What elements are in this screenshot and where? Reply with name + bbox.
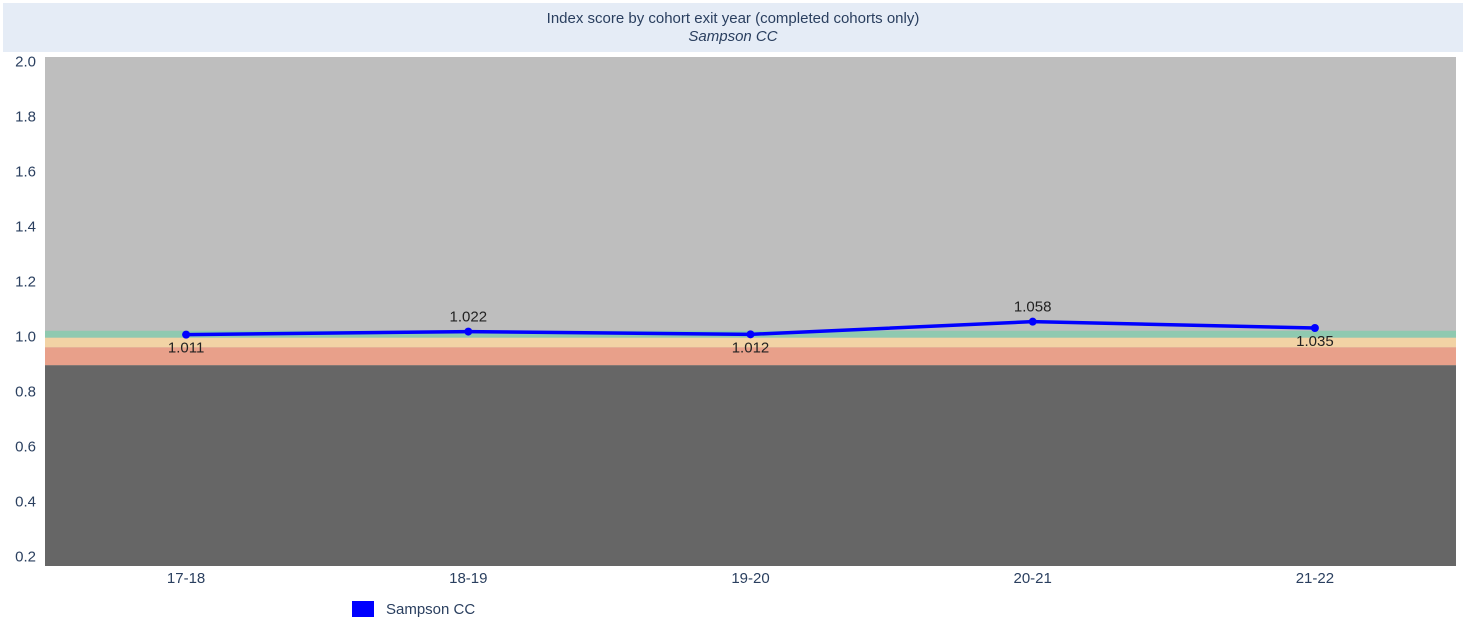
- y-tick-label: 0.2: [15, 549, 36, 566]
- data-label: 1.012: [732, 339, 770, 356]
- data-label: 1.058: [1014, 299, 1052, 316]
- legend-swatch: [352, 601, 374, 617]
- marker: [464, 327, 473, 336]
- data-label: 1.035: [1296, 333, 1334, 350]
- title-bar: [3, 3, 1463, 52]
- y-tick-label: 1.6: [15, 164, 36, 181]
- y-tick-label: 1.8: [15, 108, 36, 125]
- y-tick-label: 1.4: [15, 219, 36, 236]
- data-label: 1.011: [168, 340, 204, 357]
- marker: [1028, 317, 1037, 326]
- marker: [746, 330, 755, 339]
- x-tick-label: 17-18: [167, 570, 205, 587]
- x-tick-label: 21-22: [1296, 570, 1334, 587]
- band: [45, 365, 1456, 566]
- x-tick-label: 20-21: [1014, 570, 1052, 587]
- band: [45, 347, 1456, 366]
- y-tick-label: 1.2: [15, 274, 36, 291]
- y-tick-label: 0.8: [15, 384, 36, 401]
- y-tick-label: 2.0: [15, 53, 36, 70]
- x-tick-label: 18-19: [449, 570, 487, 587]
- chart-title: Index score by cohort exit year (complet…: [547, 10, 920, 27]
- data-label: 1.022: [450, 309, 488, 326]
- marker: [182, 330, 191, 339]
- y-tick-label: 0.4: [15, 494, 36, 511]
- marker: [1310, 324, 1319, 333]
- y-tick-label: 0.6: [15, 439, 36, 456]
- legend-label: Sampson CC: [386, 601, 475, 618]
- band: [45, 337, 1456, 348]
- chart-subtitle: Sampson CC: [688, 28, 777, 45]
- y-tick-label: 1.0: [15, 329, 36, 346]
- x-tick-label: 19-20: [731, 570, 769, 587]
